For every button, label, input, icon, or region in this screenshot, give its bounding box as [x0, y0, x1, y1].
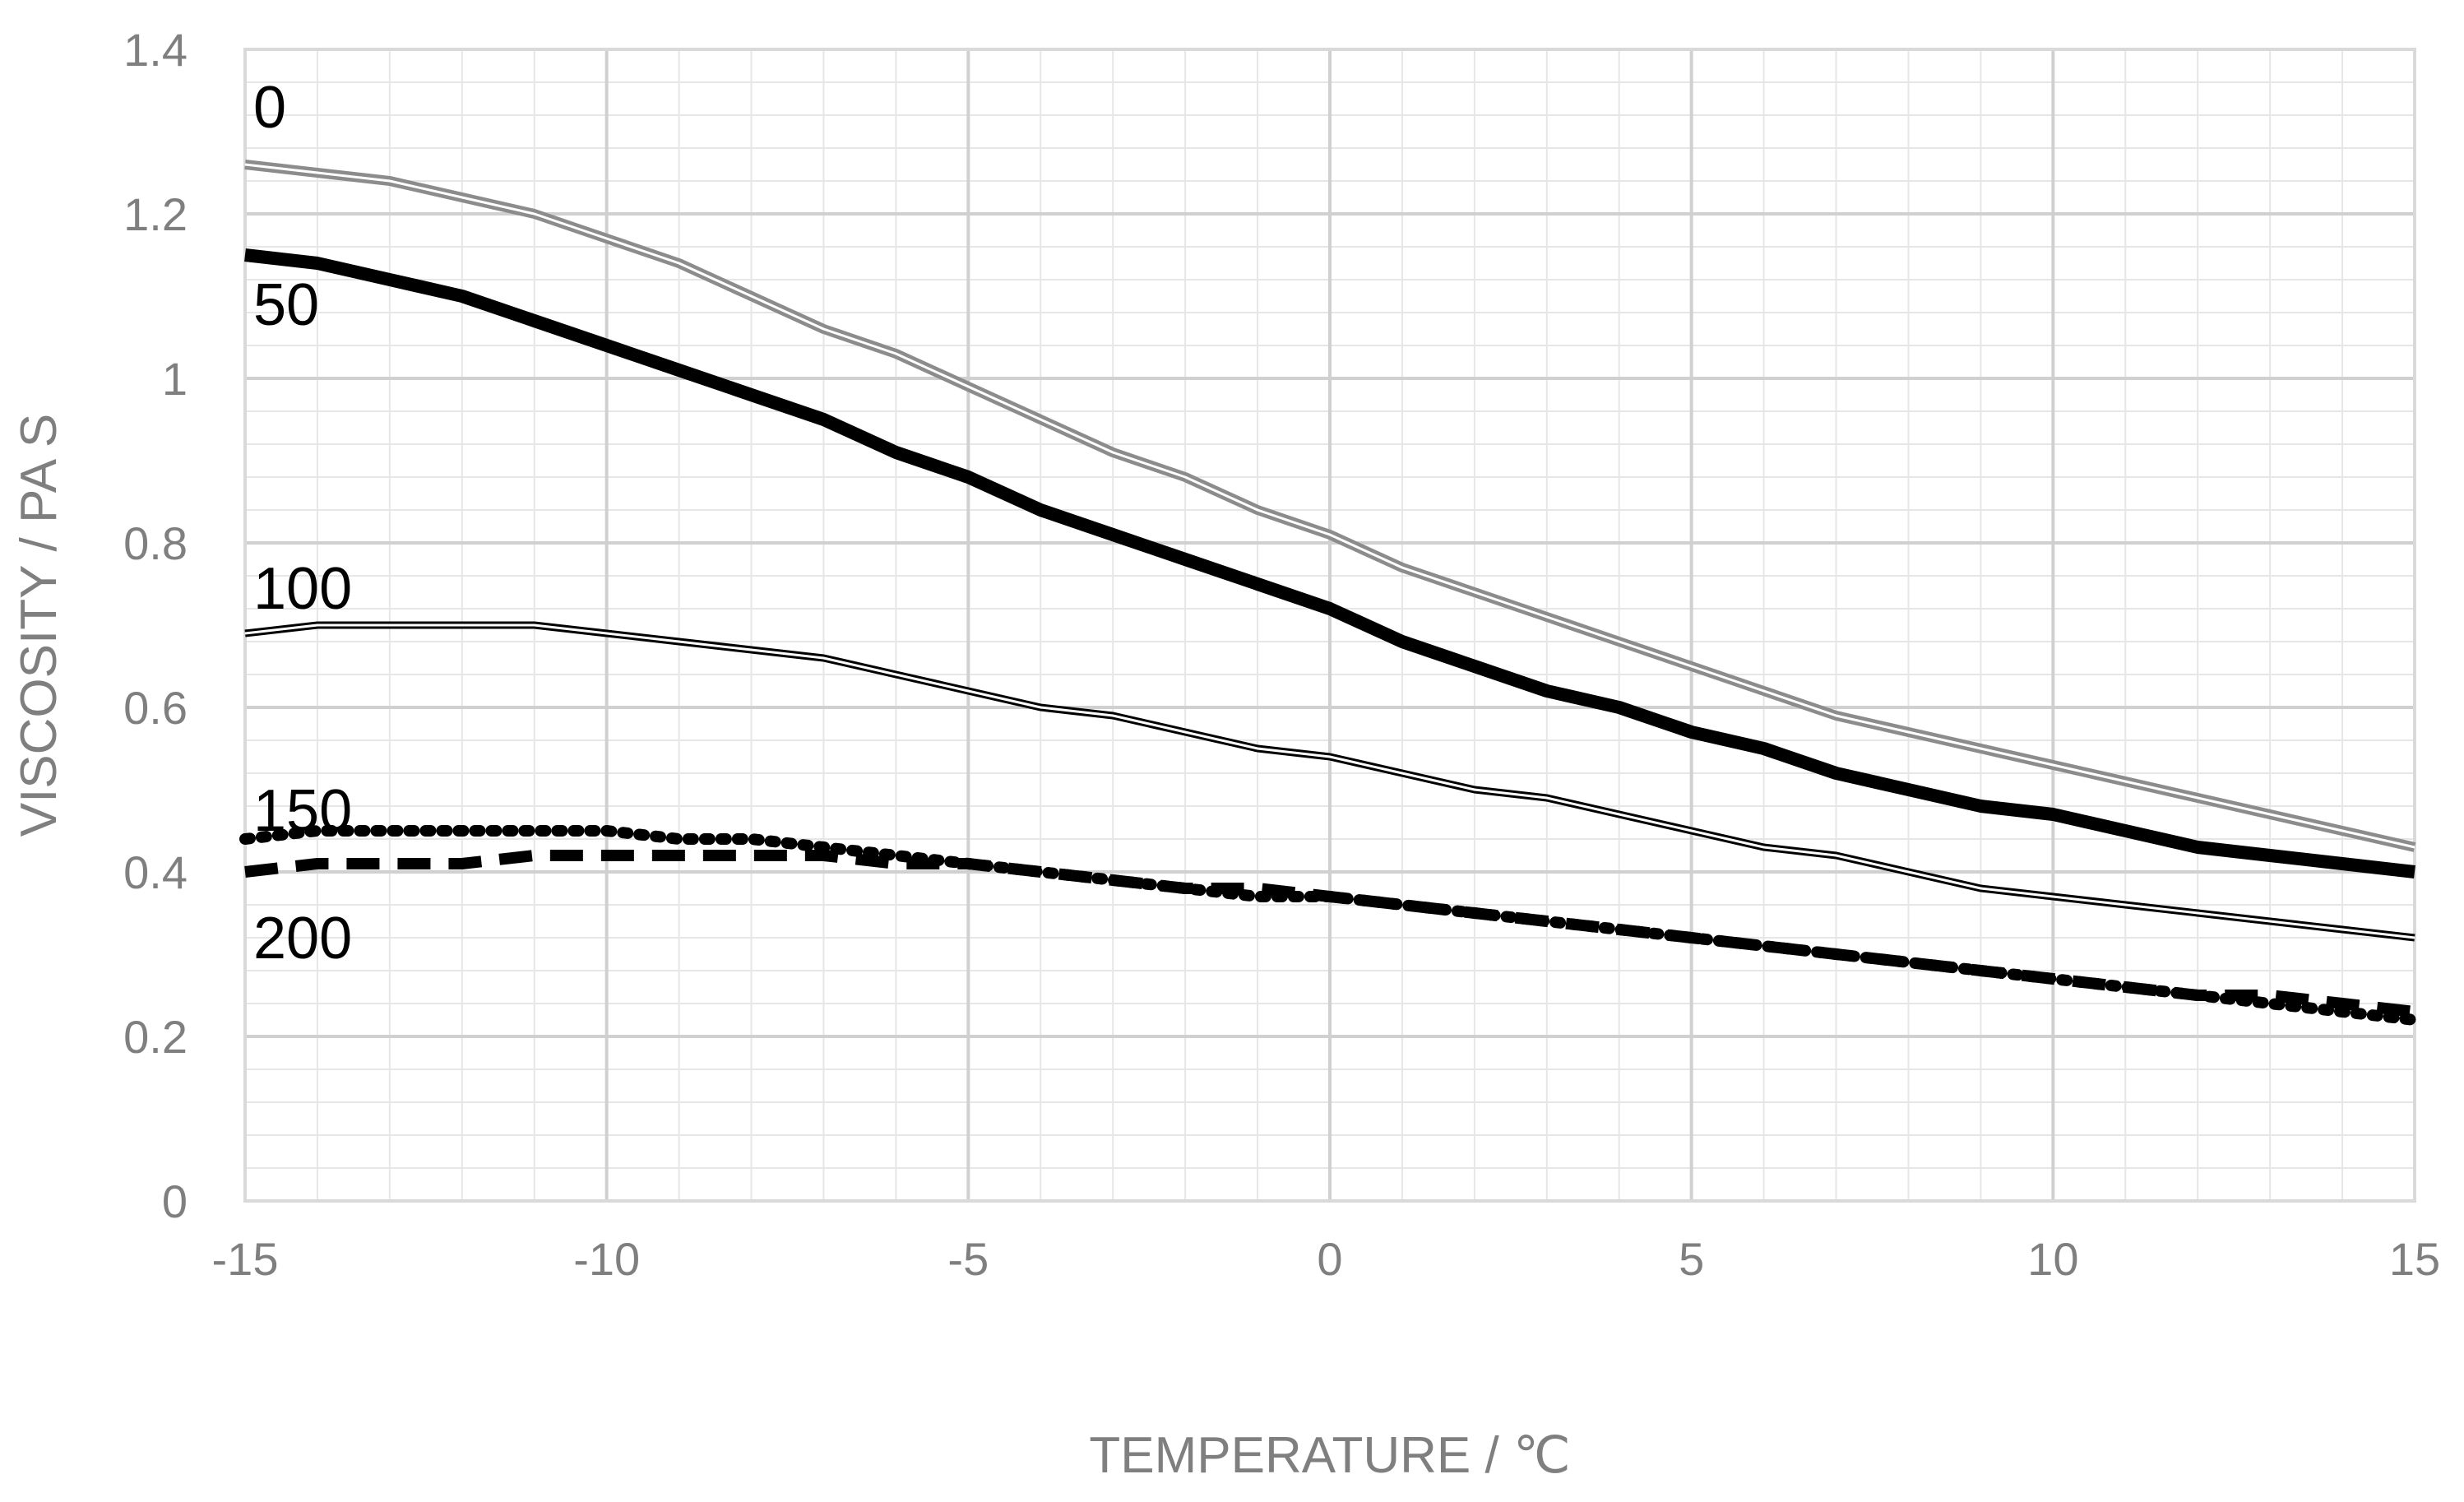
x-axis-tick-labels: -15 -10 -5 0 5 10 15 [212, 1233, 2441, 1285]
x-tick-label: 10 [2027, 1233, 2078, 1285]
series-label-100: 100 [253, 556, 352, 622]
series-label-0: 0 [253, 75, 286, 141]
plot-border [243, 48, 2416, 1203]
y-tick-label: 1.2 [123, 188, 188, 240]
y-tick-label: 0.2 [123, 1011, 188, 1063]
y-tick-label: 1 [162, 353, 188, 405]
y-tick-label: 1.4 [123, 24, 188, 76]
series-line-200 [244, 850, 2415, 1018]
x-axis-title: TEMPERATURE / ℃ [1089, 1427, 1570, 1484]
series-label-150: 150 [253, 778, 352, 844]
series-line-inner-100 [244, 624, 2415, 939]
x-tick-label: -10 [573, 1233, 640, 1285]
series-lines [239, 160, 2420, 1026]
series-label-200: 200 [253, 906, 352, 971]
y-tick-label: 0.6 [123, 682, 188, 734]
series-labels: 0 50 100 150 200 [253, 75, 352, 971]
y-axis-title: VISCOSITY / PA S [11, 414, 67, 837]
series-line-inner-0 [244, 163, 2415, 849]
y-tick-label: 0.4 [123, 846, 188, 898]
series-line-50 [244, 248, 2415, 878]
x-tick-label: 0 [1317, 1233, 1342, 1285]
y-axis-tick-labels: 0 0.2 0.4 0.6 0.8 1 1.2 1.4 [123, 24, 188, 1227]
x-tick-label: -15 [212, 1233, 279, 1285]
x-tick-label: -5 [947, 1233, 989, 1285]
y-tick-label: 0 [162, 1175, 188, 1227]
series-label-50: 50 [253, 272, 319, 338]
x-tick-label: 5 [1679, 1233, 1704, 1285]
x-tick-label: 15 [2389, 1233, 2440, 1285]
y-tick-label: 0.8 [123, 517, 188, 569]
